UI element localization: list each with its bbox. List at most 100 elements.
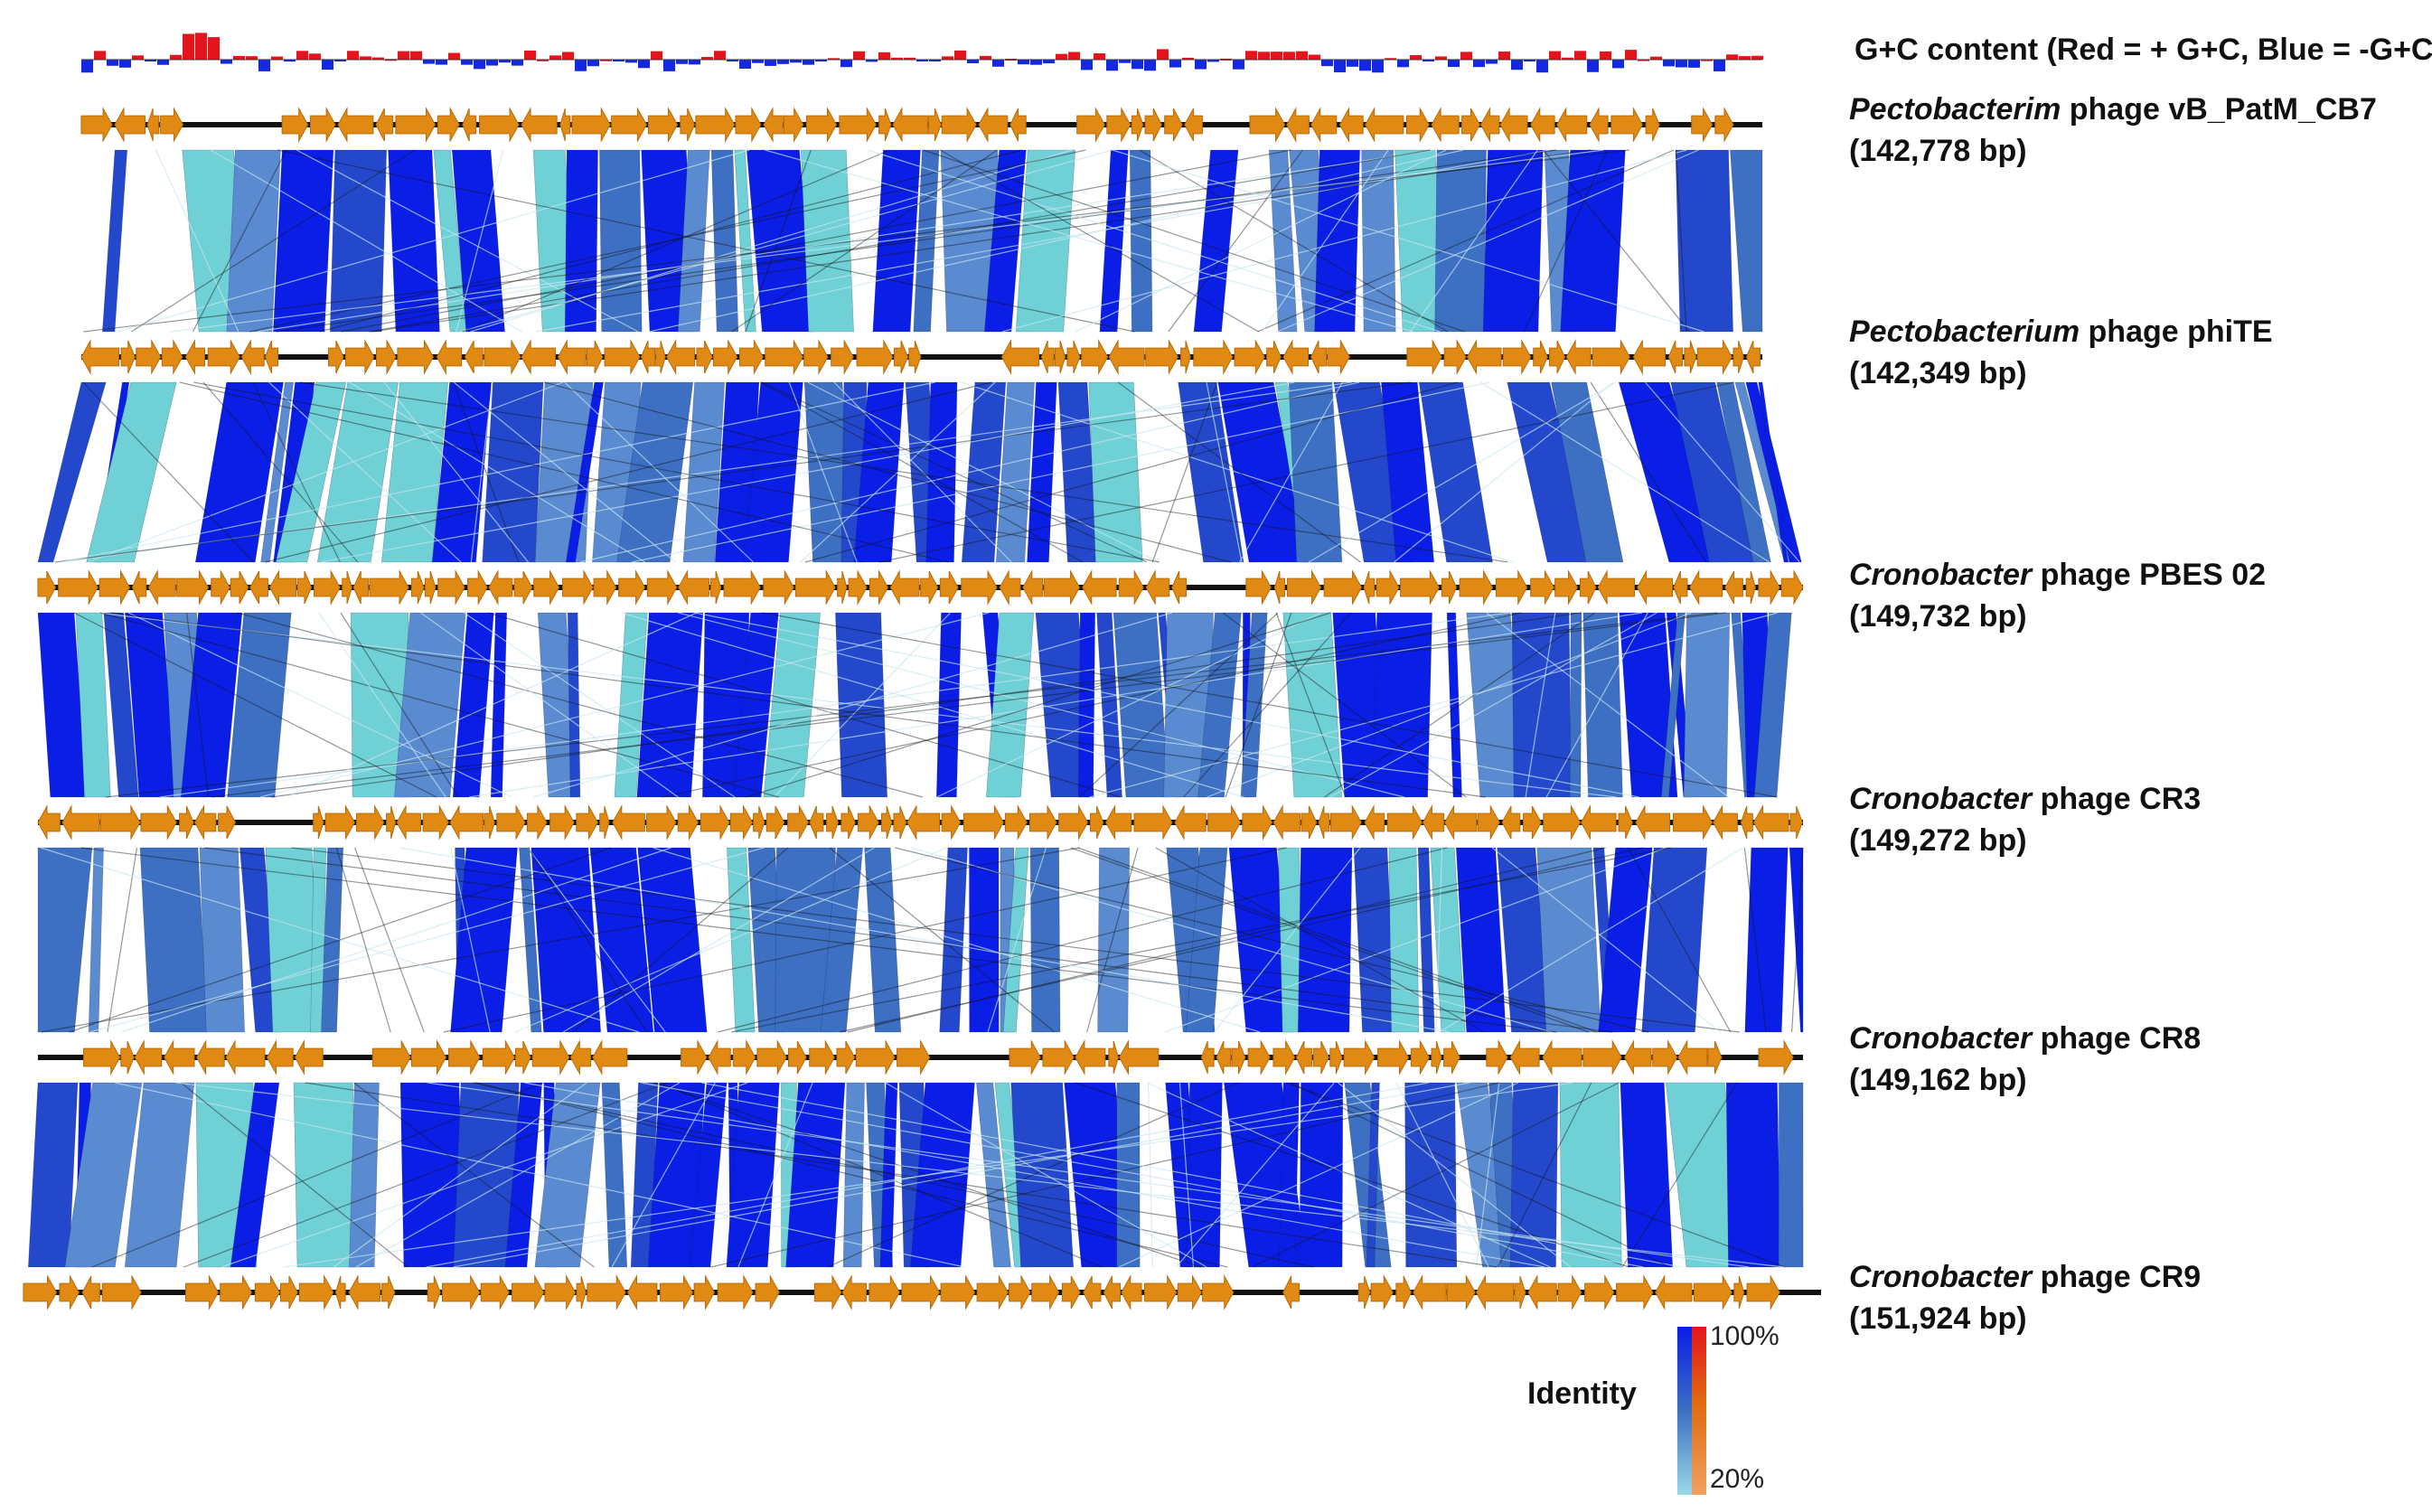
gene-arrow (557, 339, 587, 375)
genome-phage-name: phage phiTE (2080, 315, 2273, 349)
gene-arrow (1632, 339, 1667, 375)
gene-arrow (1509, 1039, 1540, 1075)
gene-arrow (352, 570, 369, 605)
gene-arrow (1645, 108, 1660, 142)
alignment-band (1010, 1082, 1075, 1268)
gene-arrow (901, 1274, 941, 1310)
gene-arrow (328, 340, 344, 374)
gene-arrow (1565, 339, 1592, 375)
gc-bar-negative (1524, 60, 1535, 61)
genome-size: (149,732 bp) (1849, 599, 2027, 634)
alignment-band (1029, 847, 1061, 1033)
gc-bar-positive (372, 57, 384, 60)
crossing-link (193, 381, 1160, 563)
crossing-link (659, 1082, 1103, 1268)
gc-bar-negative (1119, 60, 1131, 63)
crossing-link (210, 149, 522, 333)
alignment-band (226, 149, 281, 333)
alignment-band (1077, 612, 1095, 798)
gene-arrow (1118, 1039, 1160, 1075)
gc-bar-negative (1144, 60, 1156, 71)
alignment-band (519, 847, 542, 1033)
genome-size: (151,924 bp) (1849, 1301, 2027, 1336)
gene-arrow (1330, 804, 1362, 841)
gene-arrow (294, 1039, 324, 1075)
gene-arrow (422, 804, 449, 841)
gene-arrow (1724, 570, 1743, 605)
gene-arrow (544, 1274, 577, 1310)
crossing-link (487, 612, 1122, 798)
gene-arrow (1121, 1274, 1142, 1310)
gene-arrow (1040, 340, 1055, 374)
crossing-link (277, 149, 1135, 333)
gene-arrow (1329, 1040, 1343, 1075)
gene-arrow (1673, 570, 1688, 605)
gene-arrow (1200, 1040, 1215, 1075)
crossing-link (718, 847, 1448, 1033)
gc-bar-negative (1688, 60, 1700, 68)
alignment-band (690, 1082, 728, 1268)
gene-arrow (1357, 1275, 1371, 1310)
genome-label-1: Pectobacterim phage vB_PatM_CB7 (142,778… (1849, 89, 2377, 172)
gene-arrow (1386, 804, 1423, 841)
crossing-link (737, 1082, 813, 1268)
alignment-band (482, 381, 544, 563)
gene-arrow (521, 107, 558, 143)
gene-arrow (513, 570, 533, 605)
gene-arrow (753, 805, 765, 840)
crossing-link (82, 381, 255, 563)
gc-bar-positive (1574, 51, 1586, 60)
crossing-link (276, 149, 1557, 333)
gene-arrow (939, 570, 959, 605)
gene-arrow (732, 1039, 756, 1075)
gene-arrow (1301, 805, 1318, 840)
gc-bar-positive (1638, 59, 1649, 61)
crossing-link (265, 381, 991, 563)
alignment-band (726, 1082, 780, 1268)
alignment-band (1551, 381, 1624, 563)
crossing-link (572, 847, 789, 1033)
gene-arrow (783, 107, 804, 143)
gene-arrow (1530, 569, 1555, 606)
crossing-link (1117, 381, 1361, 563)
genome-size: (149,272 bp) (1849, 823, 2027, 858)
crossing-link (1175, 1082, 1335, 1268)
crossing-link (1178, 1082, 1195, 1268)
crossing-link (427, 1082, 1750, 1268)
gene-arrow (1522, 805, 1542, 840)
alignment-band (801, 149, 854, 333)
gene-arrow (892, 107, 928, 143)
crossing-link (1139, 149, 1449, 333)
gc-bar-negative (625, 60, 637, 63)
gene-arrow (1443, 1040, 1460, 1075)
crossing-link (299, 381, 1508, 563)
gene-arrow (355, 804, 385, 841)
gene-arrow (211, 569, 230, 606)
alignment-band (589, 847, 654, 1033)
genome-genus: Pectobacterium (1849, 315, 2080, 349)
alignment-band (1097, 847, 1131, 1033)
alignment-band (599, 149, 643, 333)
alignment-band (1240, 612, 1268, 798)
crossing-link (450, 847, 491, 1033)
gene-arrow (1286, 569, 1322, 606)
gene-arrow (1282, 1275, 1301, 1310)
gene-arrow (254, 1274, 280, 1310)
gene-arrow (1058, 804, 1089, 841)
alignment-band (88, 847, 104, 1033)
alignment-band (531, 847, 602, 1033)
gene-arrow (1533, 340, 1548, 374)
gene-arrow (646, 569, 678, 606)
alignment-band (744, 381, 803, 563)
gene-arrow (1789, 805, 1803, 840)
gene-arrow (1584, 1274, 1615, 1310)
gc-bar-negative (1473, 60, 1485, 68)
crossing-link (284, 1082, 1573, 1268)
gc-bar-positive (1283, 52, 1295, 60)
gene-arrow (941, 804, 962, 841)
legend-max-label: 100% (1710, 1321, 1779, 1351)
gene-arrow (1514, 1275, 1526, 1310)
crossing-link (1183, 612, 1352, 798)
gc-bar-positive (549, 55, 561, 60)
